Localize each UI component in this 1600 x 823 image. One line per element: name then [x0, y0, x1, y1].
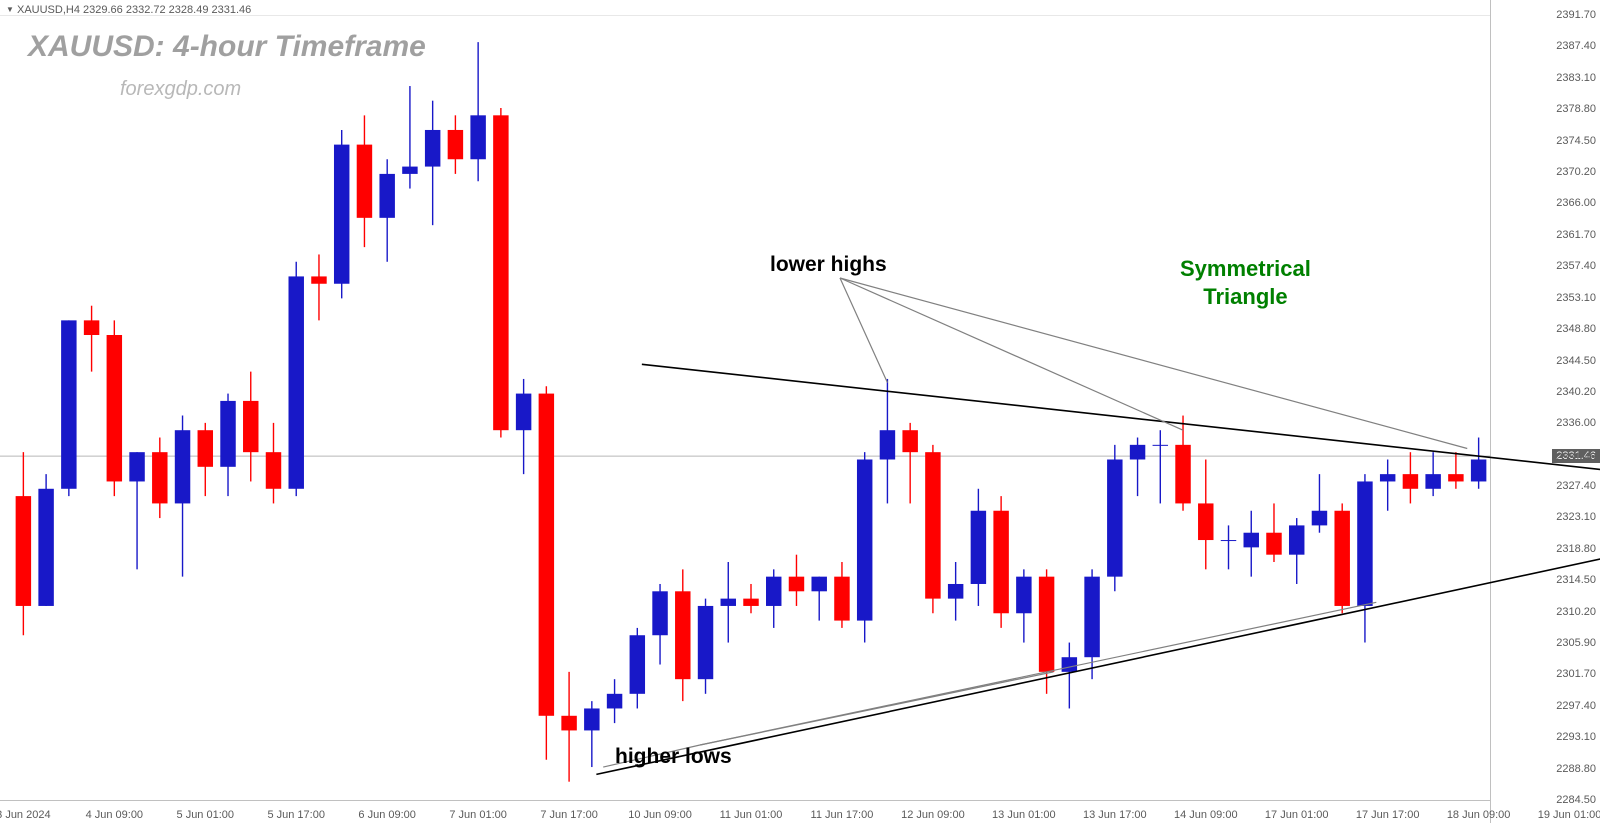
chart-container: ▼ XAUUSD,H4 2329.66 2332.72 2328.49 2331… [0, 0, 1600, 823]
x-axis-tick-label: 14 Jun 09:00 [1174, 809, 1238, 821]
y-axis-tick-label: 2340.20 [1556, 386, 1596, 398]
x-axis-tick-label: 5 Jun 01:00 [177, 809, 235, 821]
x-axis-tick-label: 11 Jun 17:00 [811, 809, 874, 821]
y-axis-tick-label: 2378.80 [1556, 103, 1596, 115]
y-axis-tick-label: 2361.70 [1556, 229, 1596, 241]
y-axis-tick-label: 2288.80 [1556, 763, 1596, 775]
x-axis-tick-label: 3 Jun 2024 [0, 809, 51, 821]
x-axis-tick-label: 7 Jun 01:00 [449, 809, 507, 821]
y-axis-tick-label: 2318.80 [1556, 543, 1596, 555]
y-axis-tick-label: 2370.20 [1556, 166, 1596, 178]
y-axis-tick-label: 2301.70 [1556, 668, 1596, 680]
symbol-text: XAUUSD,H4 [17, 4, 80, 16]
y-axis-tick-label: 2310.20 [1556, 606, 1596, 618]
y-axis-tick-label: 2331.40 [1556, 451, 1596, 463]
y-axis-tick-label: 2357.40 [1556, 260, 1596, 272]
ohlc-o: 2329.66 [83, 4, 123, 16]
y-axis-tick-label: 2293.10 [1556, 731, 1596, 743]
ohlc-h: 2332.72 [126, 4, 166, 16]
x-axis-tick-label: 13 Jun 01:00 [992, 809, 1056, 821]
x-axis-tick-label: 4 Jun 09:00 [86, 809, 144, 821]
y-axis-tick-label: 2383.10 [1556, 72, 1596, 84]
x-axis-tick-label: 18 Jun 09:00 [1447, 809, 1511, 821]
x-axis-tick-label: 7 Jun 17:00 [540, 809, 598, 821]
y-axis-tick-label: 2387.40 [1556, 40, 1596, 52]
y-axis-tick-label: 2336.00 [1556, 417, 1596, 429]
y-axis-tick-label: 2348.80 [1556, 323, 1596, 335]
x-axis-tick-label: 10 Jun 09:00 [628, 809, 692, 821]
y-axis-tick-label: 2323.10 [1556, 511, 1596, 523]
ohlc-c: 2331.46 [212, 4, 252, 16]
ohlc-l: 2328.49 [169, 4, 209, 16]
y-axis-tick-label: 2344.50 [1556, 355, 1596, 367]
y-axis-tick-label: 2284.50 [1556, 794, 1596, 806]
x-axis-tick-label: 17 Jun 17:00 [1356, 809, 1420, 821]
symbol-info-bar: ▼ XAUUSD,H4 2329.66 2332.72 2328.49 2331… [6, 4, 251, 16]
y-axis-tick-label: 2391.70 [1556, 9, 1596, 21]
y-axis-tick-label: 2314.50 [1556, 574, 1596, 586]
y-axis-tick-label: 2353.10 [1556, 292, 1596, 304]
x-axis-tick-label: 11 Jun 01:00 [720, 809, 783, 821]
y-axis-tick-label: 2327.40 [1556, 480, 1596, 492]
y-axis-tick-label: 2305.90 [1556, 637, 1596, 649]
x-axis-tick-label: 5 Jun 17:00 [267, 809, 325, 821]
x-axis-tick-label: 19 Jun 01:00 [1538, 809, 1600, 821]
x-axis-tick-label: 6 Jun 09:00 [358, 809, 416, 821]
x-axis-tick-label: 13 Jun 17:00 [1083, 809, 1147, 821]
y-axis-tick-label: 2297.40 [1556, 700, 1596, 712]
chart-svg [0, 0, 1600, 823]
x-axis-tick-label: 12 Jun 09:00 [901, 809, 965, 821]
x-axis-tick-label: 17 Jun 01:00 [1265, 809, 1329, 821]
y-axis-tick-label: 2374.50 [1556, 135, 1596, 147]
y-axis-tick-label: 2366.00 [1556, 197, 1596, 209]
